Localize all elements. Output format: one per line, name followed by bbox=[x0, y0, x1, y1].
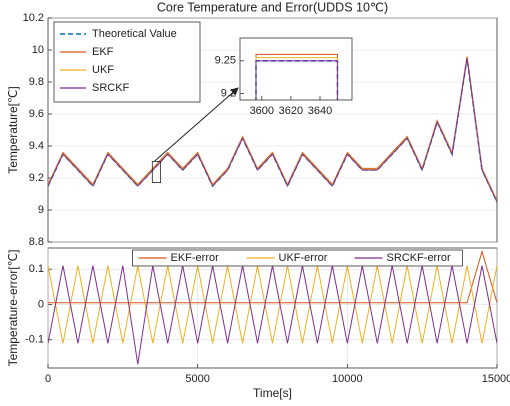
y-tick-label: 0.1 bbox=[29, 263, 44, 275]
legend: Theoretical Value EKF UKF SRCKF bbox=[53, 21, 201, 103]
x-tick-label: 10000 bbox=[332, 373, 363, 385]
x-axis-label: Time[s] bbox=[253, 386, 292, 400]
legend-label: EKF-error bbox=[171, 252, 220, 264]
legend-label: SRCKF-error bbox=[387, 252, 452, 264]
plot-area bbox=[239, 37, 353, 101]
y-axis-label: Temperature-error[℃] bbox=[6, 250, 20, 367]
y-tick-label: 10.2 bbox=[23, 12, 44, 24]
legend: EKF-error UKF-error SRCKF-error bbox=[132, 249, 463, 267]
series-line bbox=[48, 249, 497, 304]
series-line bbox=[48, 57, 497, 203]
legend-label: Theoretical Value bbox=[92, 28, 177, 40]
legend-label: UKF bbox=[92, 64, 114, 76]
y-axis-label: Temperature[℃] bbox=[6, 86, 20, 174]
legend-label: EKF bbox=[92, 46, 114, 58]
x-tick-label: 5000 bbox=[185, 373, 209, 385]
y-tick-label: -0.1 bbox=[25, 334, 44, 346]
series-line bbox=[255, 53, 338, 100]
series-line bbox=[48, 265, 497, 344]
y-tick-label: 10 bbox=[32, 44, 44, 56]
y-tick-label: 8.8 bbox=[29, 236, 44, 248]
subplot: -0.1 0 0.1 0 5000 10000 15000 Time[s] Temperatur… bbox=[6, 247, 510, 400]
x-tick-label: 3620 bbox=[279, 105, 303, 117]
x-tick-label: 0 bbox=[45, 373, 51, 385]
y-tick-label: 9.8 bbox=[29, 76, 44, 88]
series-line bbox=[255, 60, 338, 100]
legend-label: SRCKF bbox=[92, 82, 130, 94]
y-tick-label: 9.6 bbox=[29, 108, 44, 120]
y-tick-label: 0 bbox=[38, 298, 44, 310]
x-tick-label: 3600 bbox=[250, 105, 274, 117]
y-tick-label: 9.2 bbox=[29, 172, 44, 184]
y-tick-label: 9.2 bbox=[221, 87, 236, 99]
zoom-arrow bbox=[153, 87, 239, 162]
y-tick-label: 9.25 bbox=[215, 55, 236, 67]
y-tick-label: 9.4 bbox=[29, 140, 44, 152]
legend-label: UKF-error bbox=[279, 252, 328, 264]
x-tick-label: 3640 bbox=[308, 105, 332, 117]
subplot: 9.2 9.25 3600 3620 3640 bbox=[215, 37, 353, 117]
series-line bbox=[255, 57, 338, 100]
y-tick-label: 9 bbox=[38, 204, 44, 216]
chart-title: Core Temperature and Error(UDDS 10℃) bbox=[157, 0, 388, 14]
x-tick-label: 15000 bbox=[482, 373, 510, 385]
legend-box bbox=[132, 249, 463, 267]
zoom-box bbox=[151, 160, 162, 183]
legend-box bbox=[53, 21, 201, 103]
